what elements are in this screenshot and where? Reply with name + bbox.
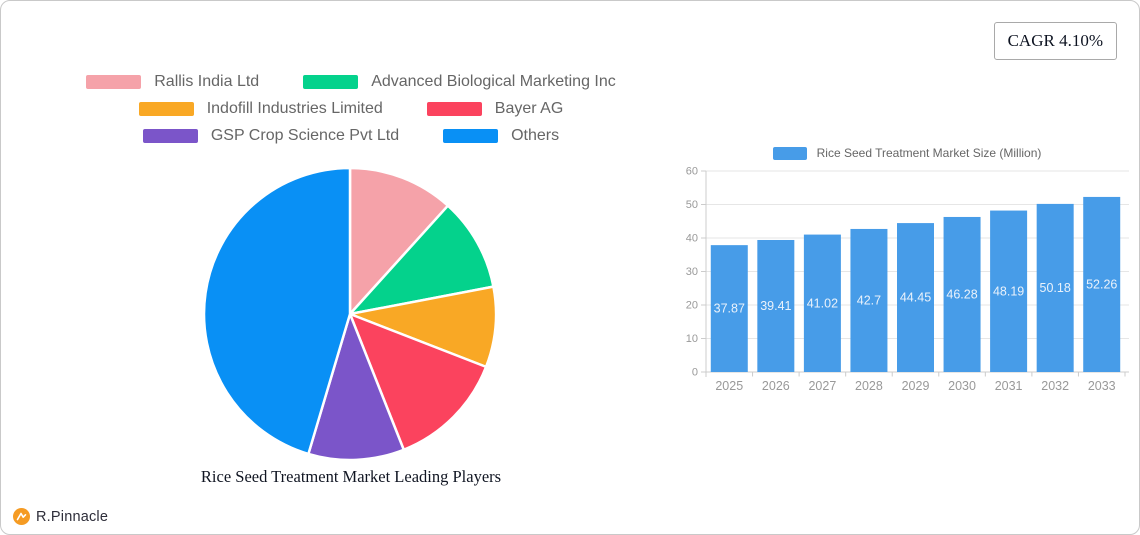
x-axis-label: 2026: [762, 379, 790, 393]
bar-chart: 010203040506037.87202539.41202641.022027…: [686, 166, 1129, 393]
pie-slice[interactable]: [348, 312, 488, 451]
pie-legend-label: Others: [511, 127, 560, 144]
pie-legend-label: GSP Crop Science Pvt Ltd: [210, 127, 400, 144]
pie-legend-label: Rallis India Ltd: [154, 73, 260, 90]
bar[interactable]: [757, 239, 795, 372]
pie-legend-item[interactable]: Advanced Biological Marketing Inc: [303, 73, 616, 91]
pie-slice[interactable]: [348, 285, 498, 369]
pie-legend-swatch: [426, 102, 482, 116]
bar-value-label: 41.02: [807, 296, 838, 310]
bar[interactable]: [943, 216, 981, 372]
bar[interactable]: [850, 228, 888, 372]
bar[interactable]: [1036, 203, 1074, 372]
bar[interactable]: [990, 210, 1028, 372]
x-axis-label: 2030: [948, 379, 976, 393]
y-axis-label: 20: [686, 300, 698, 312]
bar-value-label: 52.26: [1086, 277, 1117, 291]
bar[interactable]: [710, 245, 748, 372]
y-axis-label: 0: [692, 367, 698, 379]
pie-legend-item[interactable]: Others: [443, 127, 559, 145]
x-axis-label: 2033: [1088, 379, 1116, 393]
pie-legend-swatch: [303, 75, 359, 89]
bar[interactable]: [897, 223, 934, 372]
bar-value-label: 46.28: [946, 287, 977, 301]
pie-legend-swatch: [138, 102, 194, 116]
pie-legend: Rallis India Ltd Advanced Biological Mark…: [41, 73, 661, 145]
x-axis-label: 2031: [995, 379, 1023, 393]
y-axis-label: 40: [686, 233, 698, 245]
pie-legend-item[interactable]: GSP Crop Science Pvt Ltd: [142, 127, 400, 145]
pie-legend-label: Bayer AG: [494, 100, 564, 117]
pie-slice[interactable]: [202, 166, 352, 456]
bar-legend-swatch: [772, 146, 807, 160]
bar-value-label: 44.45: [900, 291, 931, 305]
pie-legend-swatch: [86, 75, 142, 89]
pie-legend-swatch: [443, 129, 499, 143]
bar-legend-label: Rice Seed Treatment Market Size (Million…: [816, 146, 1042, 160]
pie-legend-swatch: [142, 129, 198, 143]
pie-legend-label: Advanced Biological Marketing Inc: [371, 73, 616, 90]
x-axis-label: 2028: [855, 379, 883, 393]
bar[interactable]: [1083, 196, 1121, 372]
x-axis-label: 2029: [902, 379, 930, 393]
pie-slice[interactable]: [307, 312, 405, 462]
pie-slice[interactable]: [348, 204, 495, 316]
bar-value-label: 48.19: [993, 284, 1024, 298]
cagr-badge: CAGR 4.10%: [993, 22, 1117, 60]
brand-name: R.Pinnacle: [36, 508, 109, 525]
bar-value-label: 50.18: [1040, 281, 1071, 295]
pie-legend-item[interactable]: Bayer AG: [426, 100, 564, 118]
y-axis-label: 30: [686, 266, 698, 278]
pie-chart: [202, 166, 498, 462]
pie-legend-item[interactable]: Indofill Industries Limited: [138, 100, 383, 118]
pie-slice[interactable]: [348, 166, 450, 316]
bar-value-label: 37.87: [714, 302, 745, 316]
x-axis-label: 2025: [715, 379, 743, 393]
bar-chart-legend[interactable]: Rice Seed Treatment Market Size (Million…: [677, 146, 1137, 160]
brand-logo-icon: [13, 508, 30, 525]
pie-legend-item[interactable]: Rallis India Ltd: [86, 73, 259, 91]
bar[interactable]: [803, 234, 841, 372]
bar-value-label: 42.7: [857, 293, 881, 307]
brand-footer: R.Pinnacle: [13, 508, 108, 525]
y-axis-label: 50: [686, 199, 698, 211]
y-axis-label: 60: [686, 166, 698, 178]
pie-chart-title: Rice Seed Treatment Market Leading Playe…: [200, 467, 502, 486]
x-axis-label: 2027: [808, 379, 836, 393]
bar-value-label: 39.41: [760, 299, 791, 313]
x-axis-label: 2032: [1041, 379, 1069, 393]
y-axis-label: 10: [686, 333, 698, 345]
pie-legend-label: Indofill Industries Limited: [206, 100, 383, 117]
